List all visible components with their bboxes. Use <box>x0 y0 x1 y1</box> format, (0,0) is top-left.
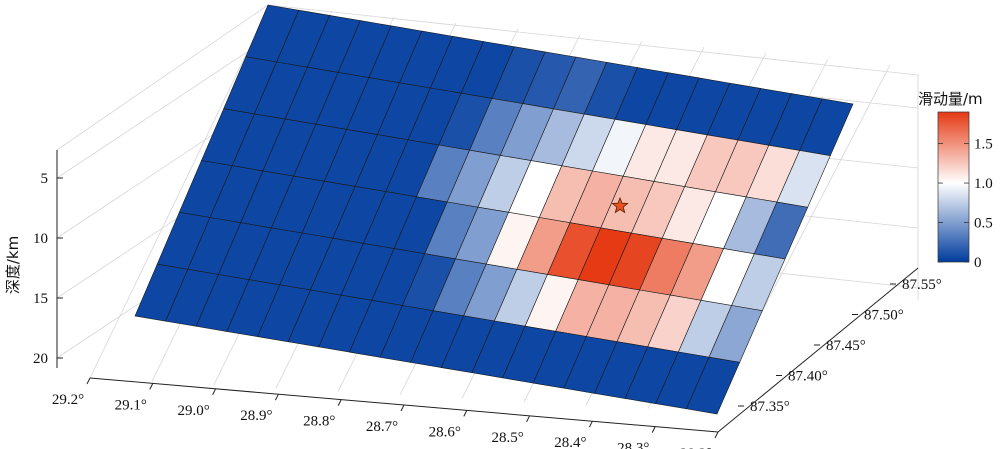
colorbar: 滑动量/m 0 0.5 1.0 1.5 <box>918 90 993 271</box>
lon-tick-label: 87.40° <box>788 369 828 385</box>
lat-tick <box>714 431 719 439</box>
colorbar-title: 滑动量/m <box>918 90 983 108</box>
colorbar-tick-label: 1.0 <box>974 176 993 192</box>
epicenter-star <box>611 196 629 214</box>
colorbar-tick-label: 1.5 <box>974 137 993 153</box>
depth-tick-label: 5 <box>41 171 49 187</box>
colorbar-tick-label: 0.5 <box>974 216 993 232</box>
lat-tick-label: 28.3° <box>617 441 649 449</box>
lat-tick-label: 29.0° <box>177 403 209 419</box>
back-right-top-edge <box>267 4 919 76</box>
lat-gridline <box>89 4 271 379</box>
lat-tick-label: 29.2° <box>52 392 84 408</box>
lon-tick-label: 87.50° <box>864 308 904 324</box>
lat-tick-label: 28.8° <box>303 414 335 430</box>
lon-tick-label: 87.45° <box>826 338 866 354</box>
lat-tick-label: 28.6° <box>429 424 461 440</box>
lat-tick-label: 28.7° <box>366 419 398 435</box>
tick-labels: 29.2° 29.1° 29.0° 28.9° 28.8° 28.7° 28.6° 28.5°… <box>33 171 942 449</box>
lat-tick <box>212 388 217 396</box>
lon-tick-label: 87.55° <box>902 277 942 293</box>
lat-tick-label: 28.2° <box>680 446 712 449</box>
back-top-edge <box>56 4 269 151</box>
epicenter-layer <box>611 196 629 214</box>
slip-cell <box>685 356 741 415</box>
lon-axis-line <box>717 267 919 433</box>
lat-tick <box>86 377 91 385</box>
depth-axis-label: 深度/km <box>4 236 22 294</box>
lat-tick <box>149 383 154 390</box>
depth-grid-left <box>56 37 269 179</box>
lon-tick-label: 87.35° <box>750 399 790 415</box>
lat-tick-label: 28.4° <box>554 435 586 449</box>
lat-tick-label: 28.5° <box>491 430 523 446</box>
lat-tick <box>651 426 656 433</box>
lat-tick <box>526 415 531 423</box>
colorbar-ticks: 0 0.5 1.0 1.5 <box>938 137 993 271</box>
lat-tick <box>588 420 593 428</box>
depth-tick-label: 10 <box>33 231 48 247</box>
depth-tick-label: 15 <box>33 291 48 307</box>
colorbar-tick-label: 0 <box>974 255 982 271</box>
slip-surface <box>134 4 854 415</box>
lat-tick <box>274 393 279 401</box>
lat-tick-label: 28.9° <box>240 408 272 424</box>
depth-tick-label: 20 <box>33 351 48 367</box>
colorbar-gradient <box>937 111 970 263</box>
lat-tick <box>400 404 405 412</box>
lat-tick <box>337 399 342 406</box>
lat-tick <box>463 410 468 417</box>
lat-tick-label: 29.1° <box>115 397 147 413</box>
